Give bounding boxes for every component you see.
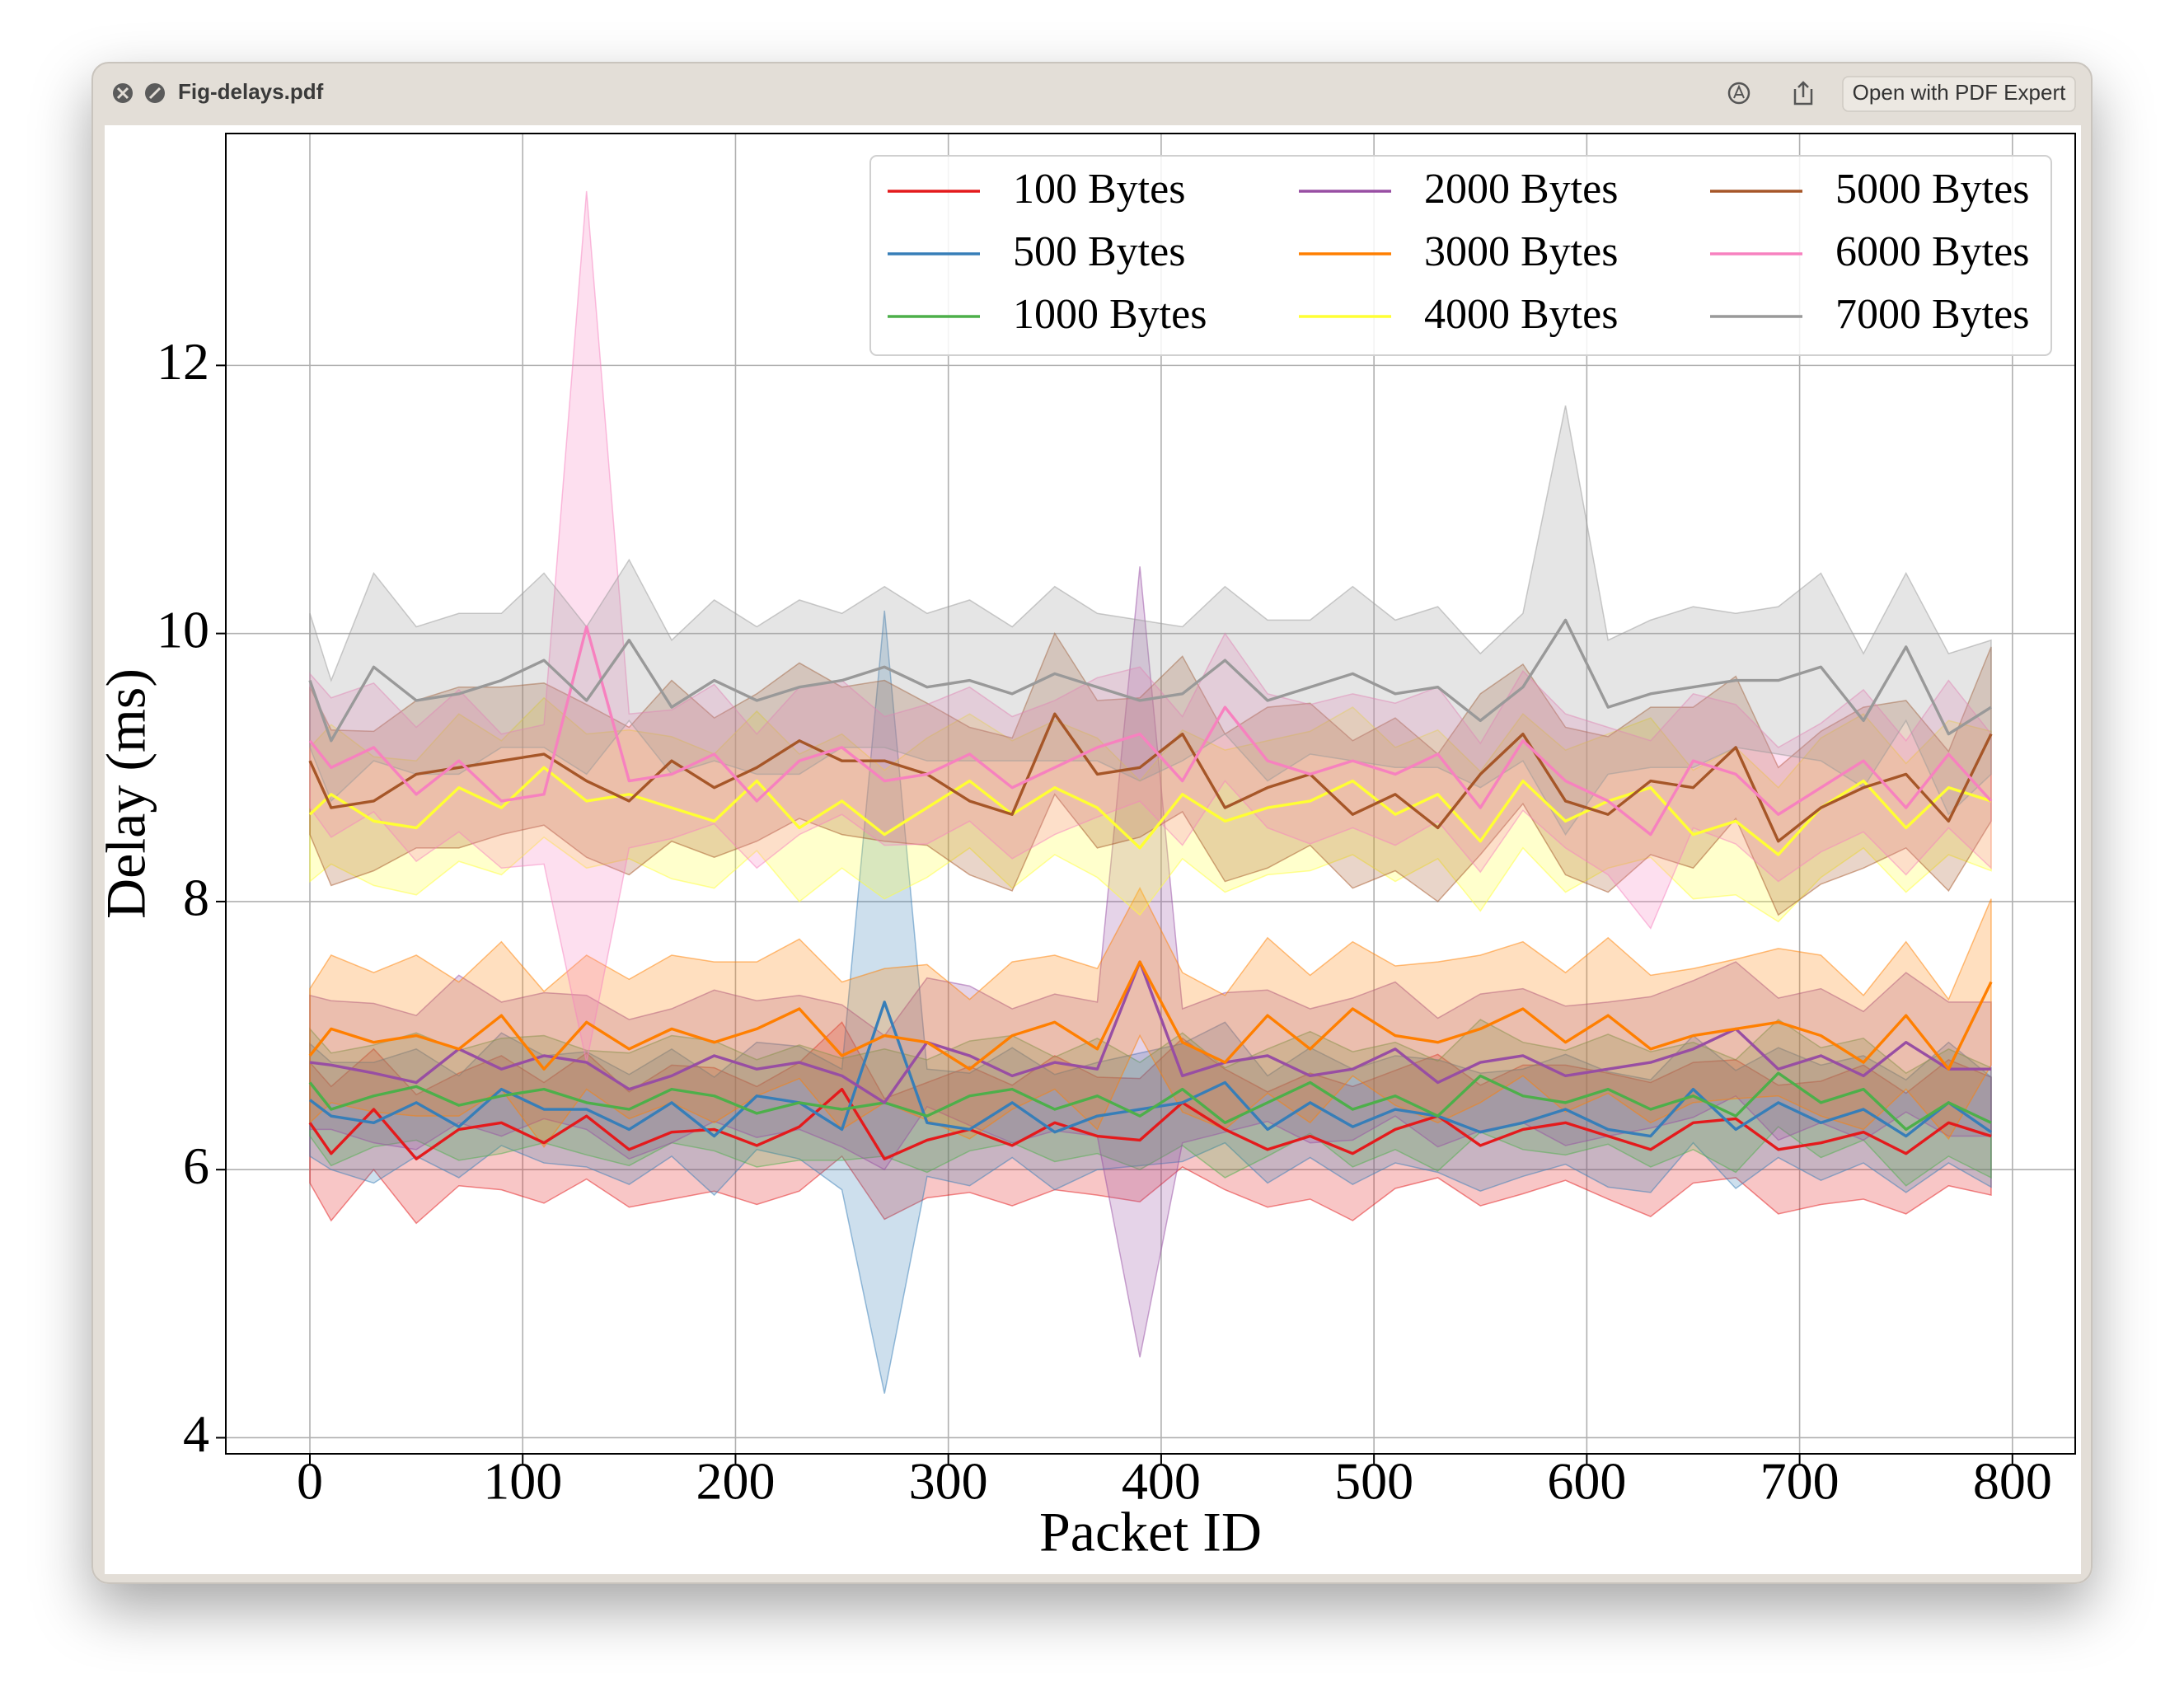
error-band [309, 190, 1992, 1063]
series-line [308, 960, 1993, 1071]
close-icon [116, 87, 129, 100]
series-line [308, 1071, 1992, 1132]
x-tick-label: 800 [1973, 1452, 2052, 1511]
legend: 100 Bytes 500 Bytes 1000 Bytes 2000 Bytes 30… [869, 155, 2052, 356]
series-line [308, 625, 1993, 837]
x-axis-label: Packet ID [1039, 1501, 1262, 1563]
y-tick-label: 12 [157, 332, 209, 391]
legend-label: 100 Bytes [1013, 166, 1185, 213]
x-tick-label: 300 [909, 1452, 988, 1511]
x-tick-label: 100 [483, 1452, 562, 1511]
error-band [309, 1021, 1992, 1225]
legend-label: 4000 Bytes [1424, 291, 1618, 338]
window-title: Fig-delays.pdf [178, 79, 324, 104]
y-axis-label: Delay (ms) [95, 668, 157, 919]
markup-icon [1733, 84, 1745, 99]
legend-label: 7000 Bytes [1835, 291, 2029, 338]
error-band [309, 887, 1992, 1148]
error-band [309, 610, 1992, 1394]
chart: 0 100 200 300 400 500 600 700 800 4 6 8 10 12 Packet I… [95, 133, 2076, 1563]
legend-label: 1000 Bytes [1013, 291, 1207, 338]
legend-label: 2000 Bytes [1424, 166, 1618, 213]
legend-box [869, 155, 2052, 356]
series-line [308, 618, 1992, 743]
title-bar: Fig-delays.pdf Open with PDF Expert [113, 76, 2076, 112]
legend-label: 5000 Bytes [1835, 166, 2029, 213]
open-with-label: Open with PDF Expert [1853, 80, 2066, 105]
x-tick-label: 600 [1547, 1452, 1626, 1511]
series-line [308, 766, 1992, 856]
x-tick-label: 200 [696, 1452, 775, 1511]
y-tick-label: 6 [183, 1137, 209, 1195]
share-button[interactable] [1793, 81, 1813, 105]
y-tick-label: 8 [183, 869, 209, 927]
y-tick-label: 4 [183, 1404, 209, 1463]
plot-area [308, 190, 1993, 1394]
error-band [309, 696, 1992, 923]
share-arrow [1797, 81, 1809, 97]
y-tick-label: 10 [157, 600, 209, 658]
plot-frame [225, 133, 2076, 1455]
open-with-button[interactable] [1842, 76, 2076, 112]
series-line [308, 1087, 1992, 1160]
x-tick-label: 500 [1334, 1452, 1413, 1511]
x-tick-label: 400 [1122, 1452, 1201, 1511]
fullscreen-icon [148, 87, 162, 100]
legend-label: 3000 Bytes [1424, 228, 1618, 275]
legend-label: 6000 Bytes [1835, 228, 2029, 275]
error-band [309, 405, 1992, 837]
legend-label: 500 Bytes [1013, 228, 1185, 275]
x-tick-label: 700 [1760, 1452, 1840, 1511]
x-tick-label: 0 [297, 1452, 323, 1511]
series-line [308, 712, 1993, 843]
markup-button[interactable] [1727, 82, 1750, 105]
window: Fig-delays.pdf Open with PDF Expert [91, 62, 2093, 1584]
share-icon [1793, 89, 1813, 105]
